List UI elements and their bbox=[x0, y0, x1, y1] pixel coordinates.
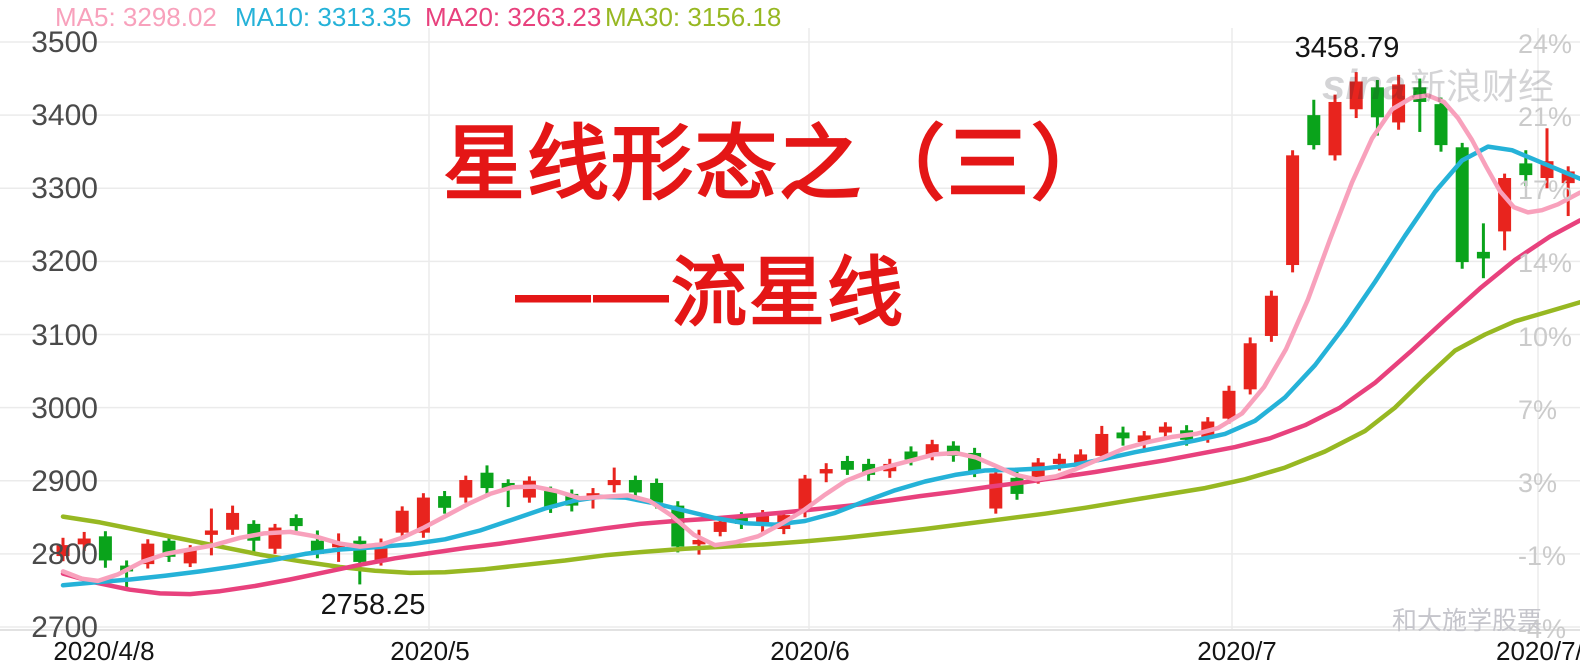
legend-ma20: MA20: 3263.23 bbox=[425, 2, 602, 32]
y-axis-label: 3100 bbox=[31, 318, 98, 352]
candle-body bbox=[798, 478, 812, 512]
ma5-line bbox=[60, 93, 1580, 584]
candle-body bbox=[1052, 458, 1066, 464]
candle-body bbox=[1561, 171, 1575, 184]
candle-body bbox=[1455, 147, 1469, 263]
candle-body bbox=[544, 490, 558, 508]
y-axis-label: 2900 bbox=[31, 464, 98, 498]
legend-ma10: MA10: 3313.35 bbox=[235, 2, 412, 32]
sina-logo: sina bbox=[1322, 61, 1407, 108]
candle-body bbox=[438, 496, 452, 508]
y-axis-label: 3000 bbox=[31, 391, 98, 425]
x-axis-label: 2020/4/8 bbox=[53, 636, 155, 666]
y-axis-right-label: 17% bbox=[1518, 175, 1573, 206]
candle-body bbox=[1519, 163, 1533, 176]
candle-body bbox=[1264, 295, 1278, 336]
legend-ma5: MA5: 3298.02 bbox=[55, 2, 217, 32]
candle-body bbox=[925, 444, 939, 455]
y-axis-label: 3200 bbox=[31, 245, 98, 279]
candle-body bbox=[1434, 104, 1448, 146]
site-watermark: 和大施学股票 bbox=[1392, 607, 1543, 635]
high-value-annotation: 3458.79 bbox=[1294, 32, 1400, 64]
candle-body bbox=[904, 451, 918, 460]
candle-body bbox=[840, 461, 854, 470]
candle-body bbox=[1286, 155, 1300, 266]
candle-body bbox=[289, 518, 303, 527]
candle-body bbox=[1307, 115, 1321, 146]
sina-watermark-text: 新浪财经 bbox=[1410, 66, 1555, 107]
candle-body bbox=[1328, 101, 1342, 156]
candle-body bbox=[1158, 426, 1172, 433]
y-axis-label: 3300 bbox=[31, 172, 98, 206]
candle-body bbox=[1222, 390, 1236, 419]
y-axis-right-label: 10% bbox=[1518, 321, 1573, 352]
candle-body bbox=[946, 445, 960, 456]
candle-body bbox=[501, 482, 515, 489]
candle-body bbox=[819, 469, 833, 474]
y-axis-right-label: 14% bbox=[1518, 248, 1573, 279]
candle-body bbox=[395, 510, 409, 533]
candle-body bbox=[183, 549, 197, 564]
overlay-title-line2: ——流星线 bbox=[515, 251, 905, 336]
candle-body bbox=[1349, 81, 1363, 110]
candle-body bbox=[734, 516, 748, 524]
candle-body bbox=[756, 515, 770, 524]
candle-body bbox=[226, 512, 240, 530]
candle-body bbox=[862, 463, 876, 475]
candle-body bbox=[480, 472, 494, 489]
candle-body bbox=[56, 545, 70, 557]
candle-body bbox=[77, 538, 91, 545]
y-axis-right-label: -1% bbox=[1518, 540, 1567, 571]
ma10-line bbox=[60, 144, 1580, 588]
candle-body bbox=[1476, 251, 1490, 259]
candle-body bbox=[1116, 432, 1130, 439]
y-axis-label: 3400 bbox=[31, 99, 98, 133]
candle-body bbox=[692, 539, 706, 545]
candle-body bbox=[989, 473, 1003, 509]
y-axis-label: 2700 bbox=[31, 611, 98, 644]
low-value-annotation: 2758.25 bbox=[320, 589, 426, 621]
candle-body bbox=[1095, 433, 1109, 456]
candle-body bbox=[1243, 343, 1257, 390]
x-axis-label: 2020/5 bbox=[390, 636, 470, 666]
x-axis-label: 2020/6 bbox=[770, 636, 850, 666]
candle-body bbox=[1370, 87, 1384, 118]
y-axis-right-label: 24% bbox=[1518, 29, 1573, 59]
candle-body bbox=[522, 480, 536, 498]
y-axis-right-label: 21% bbox=[1518, 102, 1573, 133]
candle-body bbox=[98, 536, 112, 561]
candle-body bbox=[204, 530, 218, 535]
y-axis-right-label: -4% bbox=[1518, 614, 1567, 644]
candle-body bbox=[1137, 435, 1151, 442]
ma20-line bbox=[60, 218, 1580, 597]
sina-finance-watermark: sina 新浪财经 bbox=[1322, 58, 1554, 110]
x-axis-label: 2020/7/2 bbox=[1496, 636, 1580, 666]
candle-body bbox=[1074, 454, 1088, 464]
candle-body bbox=[650, 482, 664, 503]
ma30-line bbox=[60, 300, 1580, 576]
y-axis-label: 3500 bbox=[31, 26, 98, 59]
x-axis-label: 2020/7 bbox=[1197, 636, 1277, 666]
overlay-title-line1: 星线形态之（三） bbox=[442, 119, 1116, 210]
candle-body bbox=[713, 521, 727, 532]
candle-body bbox=[607, 480, 621, 486]
legend-ma30: MA30: 3156.18 bbox=[605, 2, 782, 32]
y-axis-right-label: 7% bbox=[1518, 394, 1558, 425]
y-axis-label: 2800 bbox=[31, 537, 98, 571]
y-axis-right-label: 3% bbox=[1518, 467, 1558, 498]
candle-body bbox=[459, 480, 473, 498]
candle-body bbox=[628, 480, 642, 493]
